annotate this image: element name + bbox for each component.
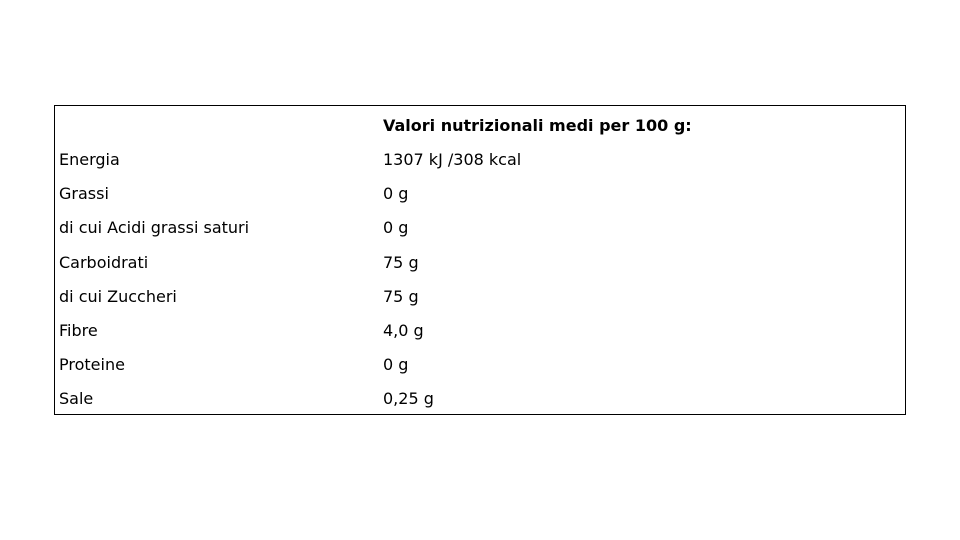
- nutrition-table: Valori nutrizionali medi per 100 g: Ener…: [54, 105, 906, 415]
- row-value: 75 g: [383, 286, 419, 306]
- row-value: 4,0 g: [383, 321, 424, 340]
- row-value: 0 g: [383, 218, 409, 238]
- row-value: 0 g: [383, 355, 409, 375]
- row-value: 0 g: [383, 184, 409, 204]
- row-label: di cui Zuccheri: [59, 286, 177, 306]
- row-label: Proteine: [59, 355, 125, 375]
- row-label: Sale: [59, 389, 94, 409]
- row-value: 0,25 g: [383, 389, 434, 409]
- row-label: di cui Acidi grassi saturi: [59, 218, 250, 238]
- row-label: Energia: [59, 150, 120, 169]
- row-label: Carboidrati: [59, 252, 149, 272]
- row-label: Grassi: [59, 184, 109, 204]
- table-header: Valori nutrizionali medi per 100 g:: [383, 116, 692, 135]
- row-value: 75 g: [383, 252, 419, 272]
- row-label: Fibre: [59, 321, 98, 340]
- row-value: 1307 kJ /308 kcal: [383, 150, 522, 169]
